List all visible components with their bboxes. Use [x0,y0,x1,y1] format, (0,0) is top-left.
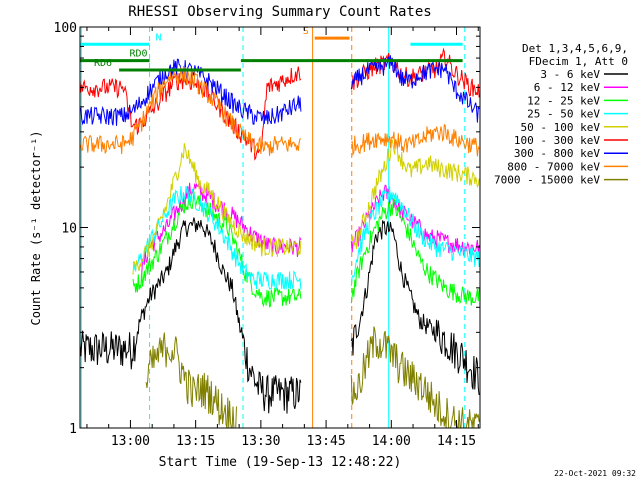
annotation-rd0: RD0 [130,49,148,60]
series-line-800-7000-kev [80,65,480,157]
y-tick-label-1: 10 [61,222,77,237]
y-axis-label: Count Rate (s⁻¹ detector⁻¹) [29,130,43,325]
legend-header-2: FDecim 1, Att 0 [529,55,628,68]
annotation-rd6: RD6 [94,58,112,69]
annotation-n: N [156,32,162,43]
x-axis-label: Start Time (19-Sep-13 12:48:22) [159,455,402,470]
series-line-300-800-kev [80,55,480,126]
footer-date: 22-Oct-2021 09:32 [554,469,636,478]
legend-label-7: 800 - 7000 keV [507,160,600,173]
series-line-6-12-kev [141,182,480,275]
y-tick-label-2: 100 [54,21,77,36]
legend-label-1: 6 - 12 keV [534,81,601,94]
series-line-7000-15000-kev [145,326,480,428]
x-tick-label-0: 13:00 [111,434,150,449]
x-tick-label-1: 13:15 [176,434,215,449]
data-layer [80,27,480,428]
legend-header-1: Det 1,3,4,5,6,9, [522,42,628,55]
y-tick-label-0: 1 [69,422,77,437]
x-tick-label-3: 13:45 [307,434,346,449]
chart-title: RHESSI Observing Summary Count Rates [128,4,431,20]
series-line-50-100-kev [132,138,480,275]
series-line-3-6-kev [80,217,480,414]
legend-label-6: 300 - 800 keV [514,147,600,160]
legend-label-8: 7000 - 15000 keV [494,174,600,187]
annotation-s: S [303,26,309,37]
x-tick-label-5: 14:15 [437,434,476,449]
series-line-25-50-kev [132,185,480,290]
x-tick-label-2: 13:30 [241,434,280,449]
legend-label-4: 50 - 100 keV [521,121,601,134]
legend-label-3: 25 - 50 keV [527,108,600,121]
plot-frame [79,26,481,429]
x-tick-label-4: 14:00 [372,434,411,449]
series-line-12-25-kev [132,191,480,308]
legend-label-2: 12 - 25 keV [527,94,600,107]
legend-label-5: 100 - 300 keV [514,134,600,147]
legend-label-0: 3 - 6 keV [540,68,600,81]
plot-area: N RD0 RD6 S 13:00 13:15 13:30 13:45 14:00 14:15 1 1… [54,21,481,449]
